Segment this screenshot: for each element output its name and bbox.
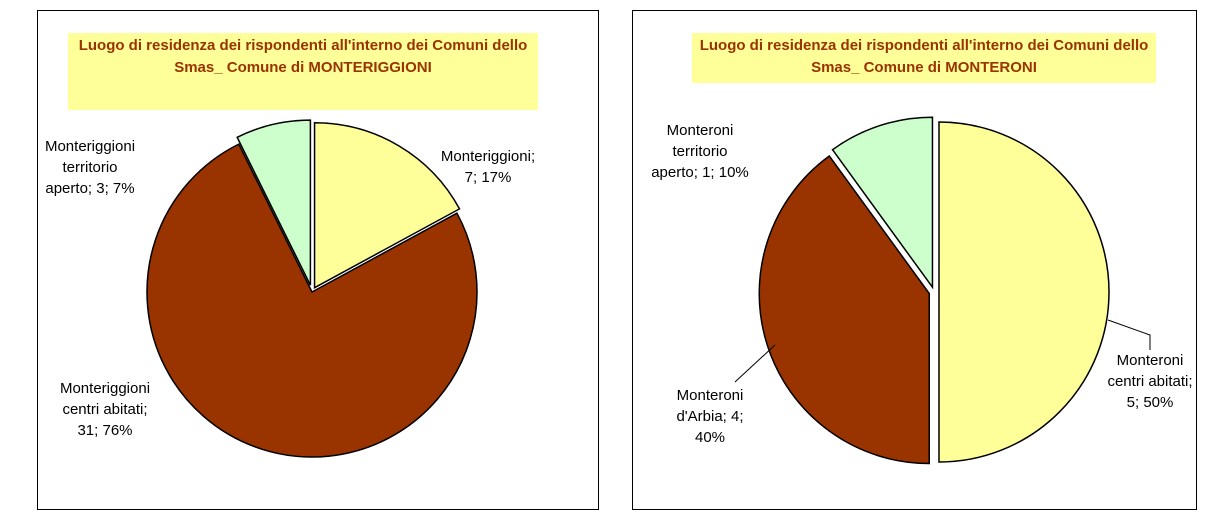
data-label: Monteriggioni territorio aperto; 3; 7%	[44, 138, 136, 197]
data-label: Monteroni territorio aperto; 1; 10%	[651, 122, 749, 181]
chart-title: Luogo di residenza dei rispondenti all'i…	[692, 33, 1156, 83]
data-label: Monteroni d'Arbia; 4; 40%	[676, 387, 744, 446]
data-label: Monteroni centri abitati; 5; 50%	[1107, 352, 1193, 411]
pie-slice	[313, 121, 461, 289]
pie-slice	[236, 119, 312, 286]
pie-slice	[938, 121, 1110, 463]
pie-slice	[146, 143, 478, 458]
data-label: Monteriggioni; 7; 17%	[440, 148, 536, 186]
data-label: Monteriggioni centri abitati; 31; 76%	[59, 380, 151, 439]
page: Luogo di residenza dei rispondenti all'i…	[37, 10, 1197, 510]
charts	[146, 116, 1151, 465]
chart-title: Luogo di residenza dei rispondenti all'i…	[68, 33, 538, 110]
pie-slice	[758, 154, 930, 465]
leader-line	[734, 344, 776, 383]
leader-line	[1107, 319, 1151, 350]
pie-slice	[831, 116, 934, 290]
